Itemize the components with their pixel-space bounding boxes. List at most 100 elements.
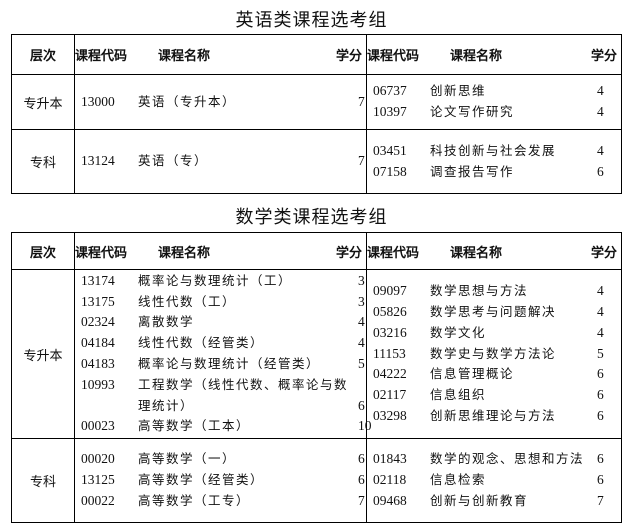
course-credit: 6	[597, 472, 604, 488]
course-code: 04222	[373, 366, 407, 382]
course-name: 概率论与数理统计（工）	[138, 272, 293, 288]
course-credit: 3	[358, 293, 365, 309]
course-item: 13125 高等数学（经管类） 6	[81, 470, 366, 491]
course-item: 10397 论文写作研究 4	[373, 102, 621, 123]
level-cell: 专升本	[11, 74, 75, 130]
course-code: 10397	[373, 104, 407, 119]
course-item: 02324 离散数学 4	[81, 312, 366, 333]
course-list: 13124 英语（专） 7	[75, 130, 366, 193]
course-item: 02117 信息组织 6	[373, 385, 621, 406]
course-name: 数学思考与问题解决	[430, 304, 557, 319]
course-code: 03298	[373, 407, 407, 423]
course-code: 13125	[81, 472, 115, 488]
course-code: 13124	[81, 153, 115, 169]
course-credit: 4	[597, 142, 604, 158]
course-credit: 7	[358, 93, 365, 109]
course-name: 线性代数（经管类）	[138, 335, 265, 351]
header-row: 层次 课程代码 课程名称 学分 课程代码 课程名称 学分	[11, 34, 622, 75]
course-credit: 6	[597, 451, 604, 467]
course-code: 01843	[373, 451, 407, 467]
course-name: 调查报告写作	[430, 163, 515, 179]
table-row: 专科 13124 英语（专） 7 03451 科技创新与社会发展 4 07158 调查报告写作 6	[11, 129, 622, 194]
header-code: 课程代码	[367, 245, 420, 261]
course-item: 13124 英语（专） 7	[81, 151, 366, 172]
course-item: 01843 数学的观念、思想和方法 6	[373, 449, 621, 470]
course-code: 11153	[373, 345, 406, 361]
course-name: 工程数学（线性代数、概率论与数理统计）	[138, 376, 349, 413]
course-item: 05826 数学思考与问题解决 4	[373, 302, 621, 323]
course-item: 03298 创新思维理论与方法 6	[373, 406, 621, 427]
course-item: 00022 高等数学（工专） 7	[81, 491, 366, 512]
header-row-right: 课程代码 课程名称 学分	[367, 242, 621, 261]
level-cell: 专科	[11, 438, 75, 523]
header-name: 课程名称	[158, 245, 211, 261]
course-cell-left: 13174 概率论与数理统计（工） 3 13175 线性代数（工） 3 02324 离散数学 4…	[74, 269, 372, 439]
table-row: 专升本 13000 英语（专升本） 7 06737 创新思维 4 10397 论文写作研究 4	[11, 74, 622, 130]
course-item: 13175 线性代数（工） 3	[81, 292, 366, 313]
course-credit: 4	[597, 104, 604, 119]
course-name: 数学文化	[430, 324, 487, 340]
course-name: 高等数学（工专）	[138, 492, 251, 508]
header-credit: 学分	[590, 245, 617, 261]
course-item: 04184 线性代数（经管类） 4	[81, 333, 366, 354]
header-row: 层次 课程代码 课程名称 学分 课程代码 课程名称 学分	[11, 232, 622, 270]
course-name: 信息组织	[430, 387, 487, 403]
course-credit: 5	[597, 345, 604, 361]
course-name: 论文写作研究	[430, 104, 515, 119]
course-item: 02118 信息检索 6	[373, 470, 621, 491]
course-item: 03451 科技创新与社会发展 4	[373, 141, 621, 162]
course-code: 00020	[81, 451, 115, 467]
course-list: 13174 概率论与数理统计（工） 3 13175 线性代数（工） 3 02324 离散数学 4…	[75, 270, 372, 438]
course-credit: 6	[597, 387, 604, 403]
course-credit: 4	[597, 283, 604, 299]
header-credit: 学分	[335, 49, 362, 64]
course-credit: 4	[358, 314, 365, 330]
course-name: 创新思维理论与方法	[430, 407, 557, 423]
course-cell-right: 01843 数学的观念、思想和方法 6 02118 信息检索 6 09468 创新与创新教育 7	[366, 438, 622, 523]
course-code: 04184	[81, 335, 115, 351]
course-cell-right: 09097 数学思想与方法 4 05826 数学思考与问题解决 4 03216 数学文化 4 11…	[366, 269, 622, 439]
course-item: 07158 调查报告写作 6	[373, 162, 621, 183]
course-code: 09097	[373, 283, 407, 299]
course-cell-right: 03451 科技创新与社会发展 4 07158 调查报告写作 6	[366, 129, 622, 194]
course-name: 数学史与数学方法论	[430, 345, 557, 361]
course-list: 03451 科技创新与社会发展 4 07158 调查报告写作 6	[367, 130, 621, 193]
course-name: 英语（专升本）	[138, 93, 237, 109]
course-item: 06737 创新思维 4	[373, 81, 621, 102]
course-item: 04183 概率论与数理统计（经管类） 5	[81, 354, 366, 375]
course-credit: 6	[358, 472, 365, 488]
header-credit: 学分	[590, 49, 617, 64]
header-row-left: 课程代码 课程名称 学分	[75, 45, 366, 64]
course-name: 数学的观念、思想和方法	[430, 451, 585, 467]
course-cell-right: 06737 创新思维 4 10397 论文写作研究 4	[366, 74, 622, 130]
level-cell: 专科	[11, 129, 75, 194]
course-credit: 7	[358, 492, 365, 508]
course-name: 高等数学（一）	[138, 451, 237, 467]
course-list: 13000 英语（专升本） 7	[75, 75, 366, 129]
course-credit: 6	[358, 451, 365, 467]
course-credit: 4	[597, 324, 604, 340]
course-name: 信息管理概论	[430, 366, 515, 382]
course-code: 09468	[373, 492, 407, 508]
header-cell-right: 课程代码 课程名称 学分	[366, 232, 622, 270]
course-credit: 10	[358, 418, 372, 434]
course-credit: 5	[358, 356, 365, 371]
course-code: 02324	[81, 314, 115, 330]
course-credit: 7	[358, 153, 365, 169]
header-code: 课程代码	[75, 245, 128, 261]
course-item: 00023 高等数学（工本） 10	[81, 416, 372, 437]
header-level: 层次	[11, 232, 75, 270]
math-group-title: 数学类课程选考组	[235, 207, 388, 228]
course-name: 英语（专）	[138, 153, 209, 169]
course-code: 02117	[373, 387, 407, 403]
course-code: 03451	[373, 142, 407, 158]
header-cell-right: 课程代码 课程名称 学分	[366, 34, 622, 75]
course-item: 03216 数学文化 4	[373, 323, 621, 344]
header-code: 课程代码	[75, 49, 128, 64]
course-item: 13000 英语（专升本） 7	[81, 92, 366, 113]
course-name: 创新与创新教育	[430, 492, 529, 508]
math-course-table: 层次 课程代码 课程名称 学分 课程代码 课程名称 学分 专升本 13174 概率论与数理统计（工…	[11, 232, 622, 523]
course-credit: 6	[597, 366, 604, 382]
course-list: 09097 数学思想与方法 4 05826 数学思考与问题解决 4 03216 数学文化 4 11…	[367, 270, 621, 438]
course-list: 00020 高等数学（一） 6 13125 高等数学（经管类） 6 00022 高等数学（工专…	[75, 439, 366, 522]
